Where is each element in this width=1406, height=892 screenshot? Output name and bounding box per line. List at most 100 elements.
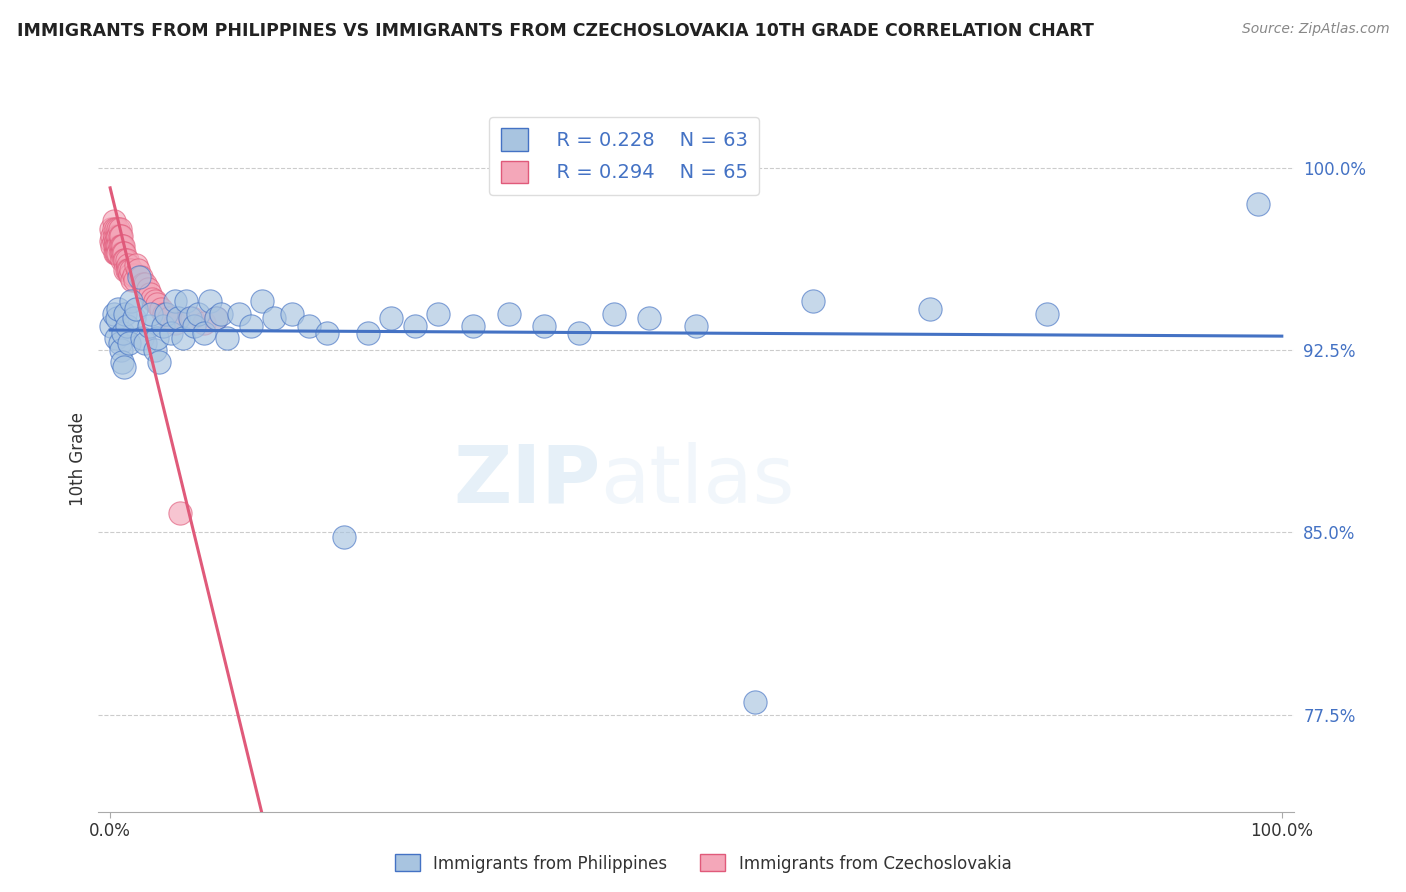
Point: [533, 318, 555, 333]
Point: [112, 245, 135, 260]
Text: Source: ZipAtlas.com: Source: ZipAtlas.com: [1241, 22, 1389, 37]
Point: [114, 307, 136, 321]
Point: [104, 245, 127, 260]
Point: [105, 245, 128, 260]
Point: [111, 253, 134, 268]
Point: [357, 326, 380, 340]
Point: [115, 318, 138, 333]
Point: [103, 307, 125, 321]
Point: [148, 355, 170, 369]
Point: [117, 263, 139, 277]
Point: [105, 234, 128, 248]
Point: [160, 326, 183, 340]
Point: [105, 238, 128, 252]
Point: [281, 307, 304, 321]
Text: IMMIGRANTS FROM PHILIPPINES VS IMMIGRANTS FROM CZECHOSLOVAKIA 10TH GRADE CORRELA: IMMIGRANTS FROM PHILIPPINES VS IMMIGRANT…: [17, 22, 1094, 40]
Point: [155, 307, 177, 321]
Point: [108, 238, 131, 252]
Point: [122, 311, 145, 326]
Point: [132, 277, 155, 292]
Point: [603, 307, 626, 321]
Point: [103, 221, 125, 235]
Point: [152, 318, 174, 333]
Point: [316, 326, 339, 340]
Point: [333, 530, 356, 544]
Point: [111, 355, 134, 369]
Point: [108, 221, 131, 235]
Point: [163, 294, 186, 309]
Point: [204, 311, 226, 326]
Point: [125, 258, 148, 272]
Point: [125, 301, 148, 316]
Point: [263, 311, 285, 326]
Point: [121, 272, 143, 286]
Point: [100, 234, 122, 248]
Point: [143, 343, 166, 357]
Point: [108, 335, 131, 350]
Point: [107, 221, 129, 235]
Point: [131, 331, 153, 345]
Point: [139, 287, 162, 301]
Point: [239, 318, 262, 333]
Point: [112, 238, 135, 252]
Point: [129, 270, 152, 285]
Point: [101, 228, 124, 243]
Point: [744, 695, 766, 709]
Point: [801, 294, 824, 309]
Point: [146, 331, 169, 345]
Point: [157, 311, 180, 326]
Point: [120, 268, 141, 282]
Point: [112, 326, 135, 340]
Point: [181, 311, 204, 326]
Point: [122, 268, 145, 282]
Point: [143, 294, 166, 309]
Point: [107, 228, 129, 243]
Point: [107, 238, 129, 252]
Point: [1247, 197, 1270, 211]
Point: [920, 301, 942, 316]
Point: [103, 234, 125, 248]
Text: atlas: atlas: [600, 442, 794, 519]
Point: [100, 318, 122, 333]
Point: [110, 245, 132, 260]
Point: [101, 238, 124, 252]
Point: [105, 311, 128, 326]
Point: [141, 307, 163, 321]
Point: [107, 301, 129, 316]
Point: [404, 318, 426, 333]
Point: [463, 318, 485, 333]
Point: [105, 238, 128, 252]
Point: [112, 245, 135, 260]
Point: [112, 253, 135, 268]
Point: [120, 263, 142, 277]
Point: [298, 318, 321, 333]
Point: [118, 335, 141, 350]
Point: [105, 331, 128, 345]
Point: [163, 316, 186, 330]
Point: [153, 307, 176, 321]
Legend: Immigrants from Philippines, Immigrants from Czechoslovakia: Immigrants from Philippines, Immigrants …: [388, 847, 1018, 880]
Point: [172, 331, 194, 345]
Point: [114, 263, 136, 277]
Point: [685, 318, 707, 333]
Point: [638, 311, 661, 326]
Point: [134, 335, 156, 350]
Point: [138, 318, 160, 333]
Point: [141, 292, 163, 306]
Point: [193, 326, 215, 340]
Point: [217, 331, 239, 345]
Point: [115, 253, 138, 268]
Point: [204, 311, 226, 326]
Point: [193, 316, 215, 330]
Point: [149, 301, 172, 316]
Point: [1036, 307, 1059, 321]
Point: [104, 238, 127, 252]
Point: [110, 228, 132, 243]
Point: [498, 307, 520, 321]
Point: [568, 326, 591, 340]
Point: [380, 311, 402, 326]
Point: [124, 272, 146, 286]
Point: [120, 294, 142, 309]
Point: [111, 245, 134, 260]
Point: [103, 214, 125, 228]
